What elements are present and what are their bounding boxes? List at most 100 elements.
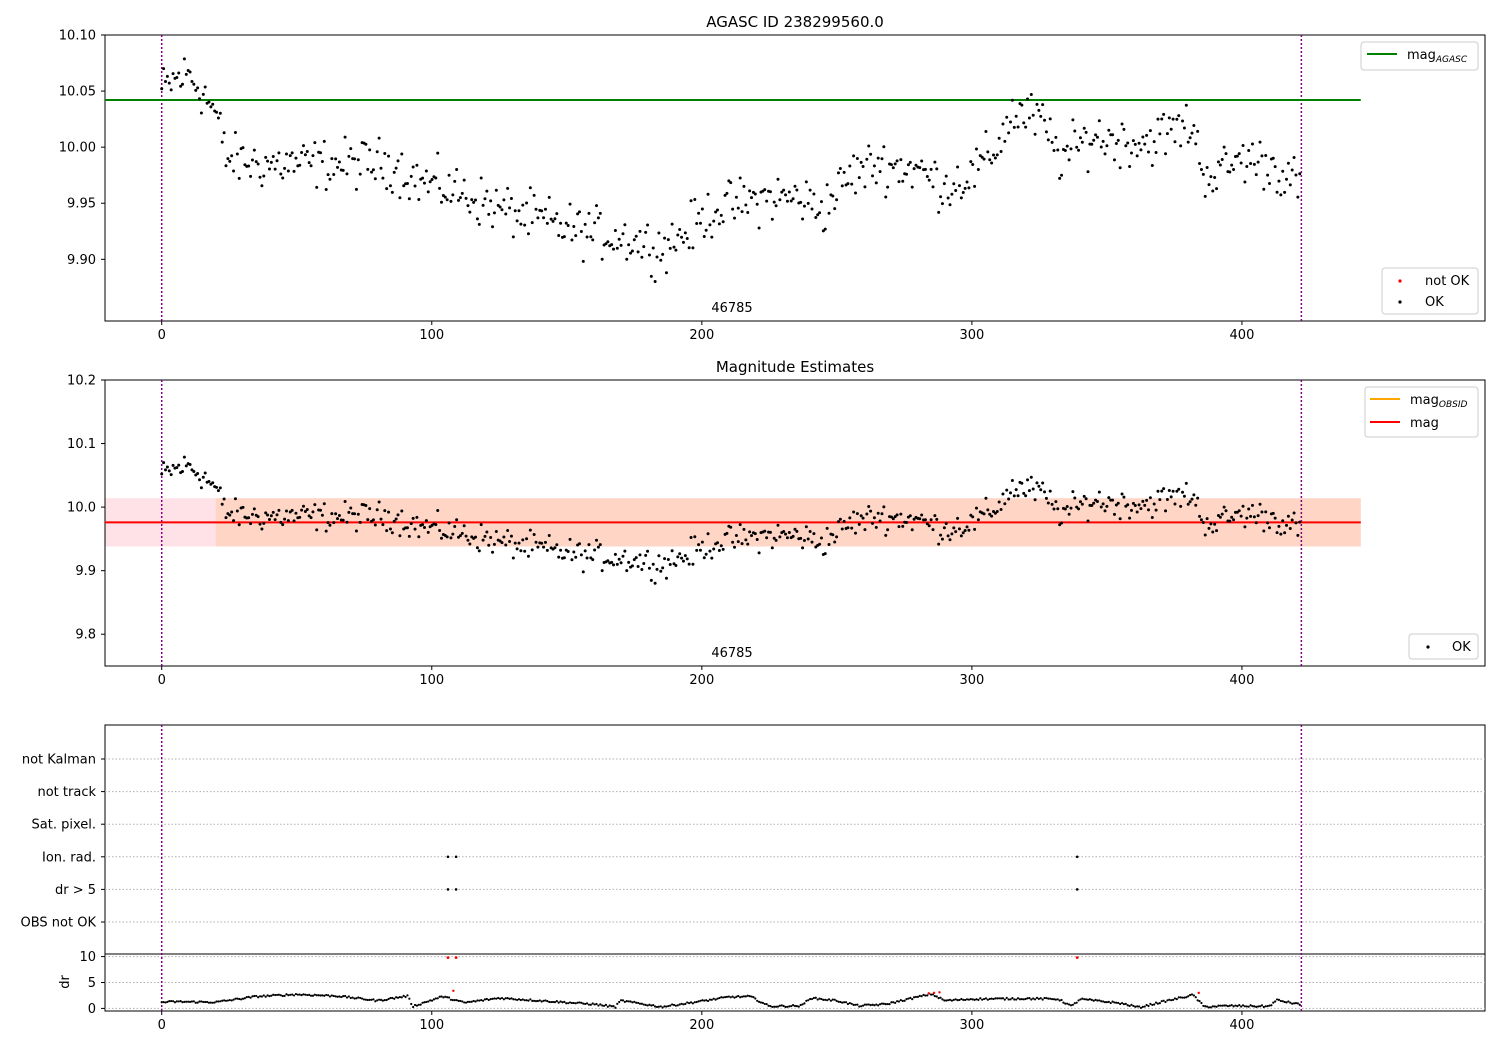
data-point [1058, 523, 1062, 527]
data-point [1129, 508, 1133, 512]
data-point [579, 230, 583, 234]
dr-point [1279, 999, 1282, 1003]
dr-point [795, 1005, 798, 1008]
data-point [284, 509, 288, 513]
data-point [613, 552, 617, 556]
data-point [1090, 142, 1094, 146]
data-point [345, 520, 349, 524]
dr-point [999, 997, 1003, 1000]
data-point [455, 168, 459, 172]
data-point [765, 536, 769, 540]
data-point [836, 171, 840, 175]
dr-point [500, 996, 504, 1000]
data-point [540, 541, 544, 545]
data-point [714, 210, 718, 214]
dr-point [1285, 1001, 1288, 1004]
data-point [757, 551, 761, 555]
data-point [390, 190, 394, 194]
data-point [262, 521, 266, 525]
data-point [1009, 120, 1013, 124]
x-tick-label: 400 [1230, 1018, 1255, 1033]
dr-point [644, 1003, 647, 1006]
data-point [804, 525, 808, 529]
data-point [681, 240, 685, 244]
dr-point [945, 999, 948, 1002]
data-point [1209, 522, 1213, 526]
dr-point [502, 998, 505, 1001]
data-point [897, 180, 901, 184]
data-point [819, 536, 823, 540]
data-point [988, 512, 992, 516]
data-point [816, 213, 820, 217]
dr-point [1296, 1002, 1299, 1005]
dr-point [1215, 1005, 1218, 1008]
dr-point [459, 999, 462, 1003]
data-point [559, 221, 563, 225]
dr-point [1073, 1002, 1076, 1005]
data-point [562, 235, 566, 239]
dr-point [1032, 997, 1035, 1000]
dr-outlier-point [454, 956, 458, 960]
data-point [961, 531, 965, 535]
y-tick-label: 10.1 [67, 437, 96, 452]
dr-point [636, 1001, 640, 1005]
dr-point [253, 994, 256, 998]
data-point [394, 517, 398, 521]
data-point [566, 224, 570, 228]
dr-point [1236, 1005, 1239, 1008]
dr-point [357, 996, 360, 999]
data-point [277, 151, 281, 155]
data-point [1145, 498, 1149, 502]
data-point [681, 559, 685, 563]
dr-point [693, 1001, 696, 1004]
data-point [298, 515, 302, 519]
data-point [976, 167, 980, 171]
data-point [731, 207, 735, 211]
dr-point [517, 998, 521, 1001]
dr-point [792, 1004, 795, 1007]
data-point [1005, 115, 1009, 119]
data-point [835, 198, 839, 202]
dr-point [313, 993, 316, 996]
dr-point [332, 994, 335, 998]
data-point [1258, 502, 1262, 506]
data-point [184, 464, 188, 468]
dr-point [419, 1003, 422, 1006]
dr-point [447, 996, 451, 999]
data-point [640, 567, 644, 571]
dr-point [398, 995, 402, 999]
data-point [583, 549, 587, 553]
data-point [819, 200, 823, 204]
data-point [438, 528, 442, 532]
dr-point [877, 1004, 880, 1007]
data-point [405, 182, 409, 186]
dr-point [1066, 1002, 1069, 1005]
dr-point [277, 993, 281, 996]
dr-point [487, 998, 490, 1002]
dr-point [1291, 1002, 1294, 1005]
data-point [717, 222, 721, 226]
dr-point [531, 999, 534, 1002]
data-point [572, 224, 576, 228]
data-point [795, 188, 799, 192]
data-point [1275, 531, 1279, 535]
data-point [931, 528, 935, 532]
dr-point [771, 1005, 774, 1009]
dr-point [1035, 996, 1039, 999]
data-point [1003, 502, 1007, 506]
dr-tick-label: 5 [88, 976, 96, 991]
dr-point [228, 998, 231, 1002]
data-point [876, 511, 880, 515]
data-point [252, 148, 256, 152]
data-point [1171, 489, 1175, 493]
data-point [1245, 516, 1249, 520]
flag-label: Sat. pixel. [32, 818, 96, 833]
data-point [422, 526, 426, 530]
data-point [1241, 144, 1245, 148]
data-point [827, 211, 831, 215]
data-point [793, 527, 797, 531]
data-point [880, 157, 884, 161]
dr-point [451, 999, 454, 1002]
dr-point [190, 1000, 194, 1003]
